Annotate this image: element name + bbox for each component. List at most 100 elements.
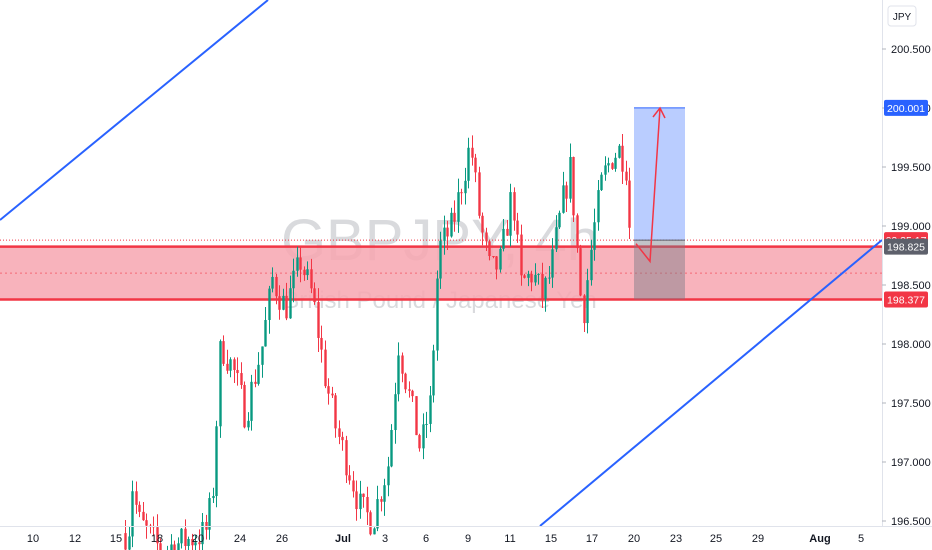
candle-up[interactable] [436, 278, 439, 351]
candle-up[interactable] [600, 174, 603, 191]
candle-up[interactable] [208, 498, 211, 530]
candle-up[interactable] [383, 485, 386, 502]
candle-up[interactable] [250, 381, 253, 421]
candle-down[interactable] [299, 257, 302, 270]
candle-up[interactable] [394, 394, 397, 431]
candle-down[interactable] [243, 384, 246, 428]
candle-down[interactable] [275, 276, 278, 297]
candle-down[interactable] [338, 428, 341, 437]
candle-down[interactable] [345, 440, 348, 476]
candle-down[interactable] [191, 538, 194, 546]
candle-down[interactable] [495, 256, 498, 270]
target-zone[interactable] [634, 107, 685, 241]
candle-up[interactable] [180, 528, 183, 544]
projection-arrow[interactable] [635, 107, 661, 264]
candle-up[interactable] [439, 240, 442, 279]
candle-down[interactable] [576, 215, 579, 249]
candle-down[interactable] [453, 212, 456, 222]
candle-up[interactable] [264, 320, 267, 347]
candle-down[interactable] [124, 533, 127, 550]
candle-down[interactable] [352, 480, 355, 492]
candle-up[interactable] [170, 544, 173, 550]
candle-down[interactable] [366, 496, 369, 513]
candle-up[interactable] [425, 423, 428, 425]
candle-down[interactable] [621, 145, 624, 172]
candle-up[interactable] [194, 542, 197, 546]
candle-down[interactable] [317, 302, 320, 338]
candle-up[interactable] [390, 430, 393, 467]
candle-up[interactable] [292, 270, 295, 289]
candle-down[interactable] [159, 543, 162, 550]
candle-up[interactable] [177, 543, 180, 550]
candle-up[interactable] [432, 350, 435, 396]
candle-up[interactable] [544, 277, 547, 299]
candle-up[interactable] [387, 466, 390, 486]
candle-down[interactable] [520, 234, 523, 276]
candle-down[interactable] [303, 269, 306, 276]
candle-down[interactable] [541, 273, 544, 299]
candle-up[interactable] [261, 346, 264, 365]
stop-zone[interactable] [634, 240, 685, 300]
candle-up[interactable] [247, 420, 250, 428]
upper-channel-line[interactable] [0, 0, 269, 221]
candle-up[interactable] [271, 276, 274, 289]
candle-down[interactable] [530, 273, 533, 283]
candle-down[interactable] [236, 369, 239, 374]
candle-down[interactable] [628, 180, 631, 228]
currency-badge[interactable] [887, 5, 917, 27]
candle-down[interactable] [506, 228, 509, 236]
candle-up[interactable] [306, 269, 309, 276]
candle-up[interactable] [296, 257, 299, 271]
candle-down[interactable] [278, 296, 281, 310]
candle-up[interactable] [534, 274, 537, 283]
candle-down[interactable] [135, 491, 138, 505]
candle-up[interactable] [443, 227, 446, 241]
candle-down[interactable] [355, 491, 358, 510]
candle-down[interactable] [310, 269, 313, 289]
candle-down[interactable] [411, 390, 414, 397]
candle-up[interactable] [289, 288, 292, 319]
price-tag[interactable] [884, 99, 928, 116]
candle-down[interactable] [240, 373, 243, 385]
candle-down[interactable] [611, 163, 614, 169]
candle-up[interactable] [607, 163, 610, 166]
candle-up[interactable] [586, 280, 589, 324]
candle-up[interactable] [537, 273, 540, 275]
candle-up[interactable] [502, 228, 505, 249]
candle-down[interactable] [565, 185, 568, 199]
candle-up[interactable] [268, 288, 271, 321]
candle-up[interactable] [597, 190, 600, 223]
candle-up[interactable] [212, 496, 215, 499]
candle-up[interactable] [201, 521, 204, 545]
candle-down[interactable] [334, 395, 337, 429]
candle-up[interactable] [558, 212, 561, 228]
candle-down[interactable] [226, 363, 229, 371]
candle-down[interactable] [369, 512, 372, 535]
candle-up[interactable] [548, 277, 551, 279]
candle-up[interactable] [359, 493, 362, 510]
candle-up[interactable] [499, 248, 502, 270]
candle-up[interactable] [590, 249, 593, 281]
candle-down[interactable] [142, 511, 145, 521]
candle-down[interactable] [523, 275, 526, 278]
candle-down[interactable] [492, 256, 495, 258]
candle-down[interactable] [481, 215, 484, 233]
candle-down[interactable] [408, 389, 411, 391]
candle-down[interactable] [380, 499, 383, 502]
candle-down[interactable] [331, 393, 334, 396]
candle-down[interactable] [478, 172, 481, 216]
candle-down[interactable] [485, 232, 488, 242]
candle-down[interactable] [313, 288, 316, 303]
candle-down[interactable] [471, 147, 474, 158]
candle-up[interactable] [373, 528, 376, 535]
candle-down[interactable] [415, 396, 418, 436]
candle-down[interactable] [401, 355, 404, 374]
candle-down[interactable] [583, 295, 586, 324]
candle-down[interactable] [348, 475, 351, 481]
candle-down[interactable] [327, 386, 330, 394]
candle-up[interactable] [618, 145, 621, 158]
candle-down[interactable] [138, 504, 141, 512]
candle-down[interactable] [474, 157, 477, 173]
candle-down[interactable] [145, 520, 148, 526]
